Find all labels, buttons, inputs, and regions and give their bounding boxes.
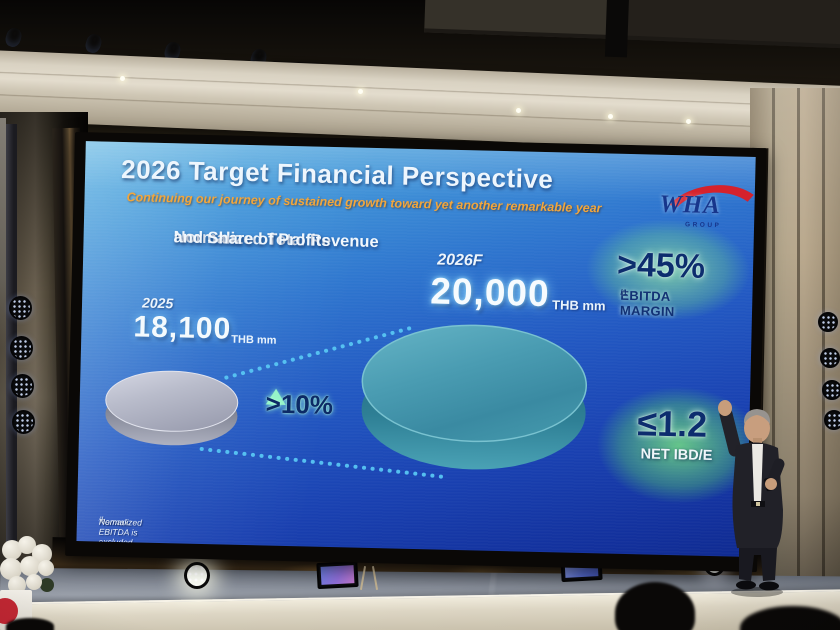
unit-2026f: THB mm: [551, 297, 606, 314]
disc-2025-top: [105, 370, 239, 432]
remark-text: Normalized EBITDA is excluded FX impact.: [98, 516, 143, 557]
flower: [0, 558, 22, 580]
kpi-ebitda-value: >45%: [616, 245, 706, 286]
recessed-light-icon: [358, 89, 363, 94]
monitor-screen: [320, 565, 355, 585]
par-light-icon: [10, 336, 33, 360]
footnote-marker: /1: [620, 287, 628, 297]
recessed-light-icon: [608, 114, 613, 119]
value-2025: 18,100: [133, 310, 232, 346]
par-light-icon: [820, 348, 840, 368]
par-light-icon: [11, 374, 34, 398]
label-2026f: 2026F: [436, 251, 483, 270]
presenter-buckle: [756, 502, 760, 506]
presenter-shoe: [759, 581, 779, 591]
growth-value: >10%: [265, 388, 334, 421]
stage-monitor: [316, 560, 359, 590]
flower: [18, 536, 36, 554]
label-2025: 2025: [141, 294, 174, 312]
wha-group-logo: WHA GROUP: [659, 181, 756, 235]
recessed-light-icon: [686, 119, 691, 124]
par-light-icon: [824, 410, 840, 430]
par-light-icon: [12, 410, 35, 434]
presenter-hand: [718, 400, 732, 416]
presenter-neck: [753, 438, 762, 445]
presenter: [718, 400, 785, 597]
logo-swoosh-icon: [669, 185, 754, 208]
logo-text: WHA: [659, 190, 722, 220]
presenter-trousers: [739, 548, 777, 581]
left-pillar-edge: [0, 118, 6, 348]
flower: [2, 540, 22, 560]
led-screen-frame: 2026 Target Financial Perspective Contin…: [65, 131, 767, 573]
presenter-shoe: [736, 580, 756, 590]
recessed-light-icon: [120, 76, 125, 81]
value-2026f: 20,000: [429, 270, 551, 315]
stage-uplight-icon: [184, 562, 210, 589]
revenue-disc-chart: [105, 324, 588, 479]
audience-head: [6, 618, 54, 630]
ceiling-panel-gap: [604, 0, 630, 58]
par-light-icon: [9, 296, 32, 320]
audience-head: [615, 582, 695, 630]
flower: [38, 560, 54, 576]
presenter-raised-arm: [719, 407, 742, 457]
chart-heading-line2: and Share of Profits: [173, 228, 331, 250]
presentation-slide: 2026 Target Financial Perspective Contin…: [76, 141, 756, 557]
planter-logo: [0, 598, 18, 624]
par-light-icon: [818, 312, 838, 332]
projection-line-upper: [224, 324, 417, 380]
flower: [26, 574, 42, 590]
logo-subtext: GROUP: [684, 221, 722, 230]
disc-2026-top: [361, 324, 588, 443]
recessed-light-icon: [516, 108, 521, 113]
unit-2025: THB mm: [231, 333, 277, 347]
projection-line-lower: [199, 446, 444, 479]
flower: [20, 556, 40, 576]
presenter-hand2: [765, 478, 777, 490]
par-light-icon: [822, 380, 840, 400]
kpi-ebitda-label-text: EBITDA MARGIN: [619, 287, 675, 320]
flower: [8, 576, 26, 594]
leaf: [40, 578, 54, 592]
